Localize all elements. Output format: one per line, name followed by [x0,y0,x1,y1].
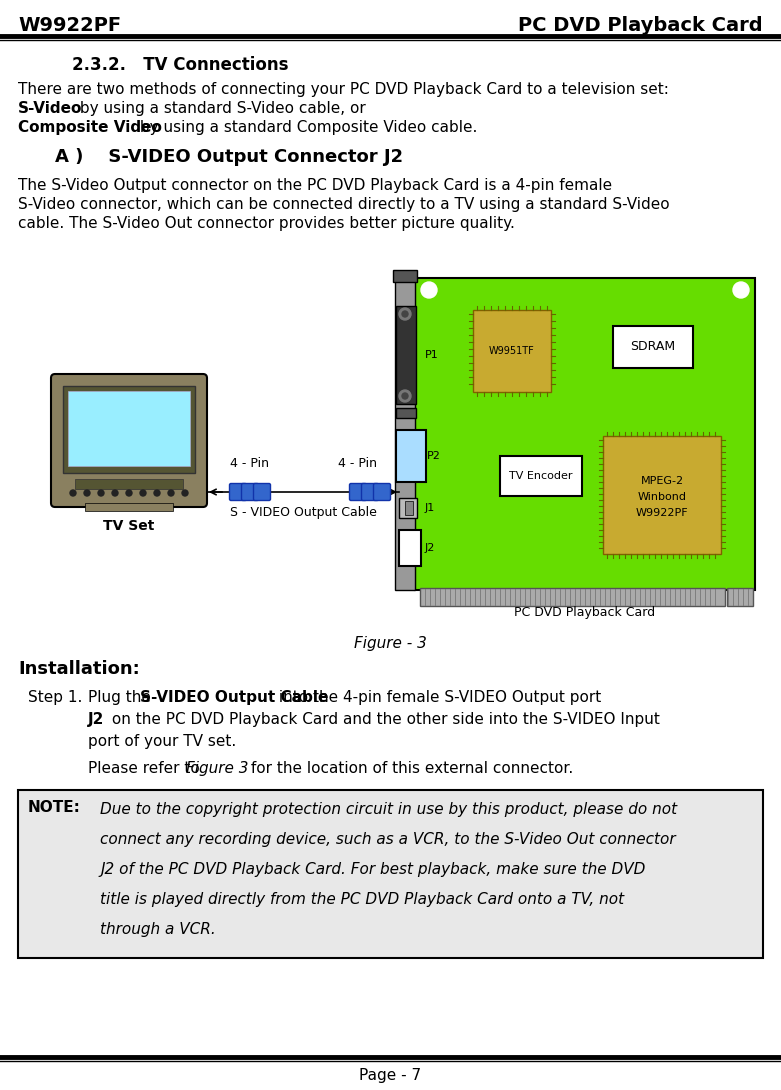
Circle shape [402,311,408,317]
Text: J2: J2 [425,543,435,553]
Circle shape [182,490,188,496]
Text: S-Video connector, which can be connected directly to a TV using a standard S-Vi: S-Video connector, which can be connecte… [18,197,669,211]
Circle shape [733,282,749,298]
Bar [85,502,173,511]
Bar [393,270,417,282]
Bar [396,408,416,417]
Bar [395,278,415,590]
Text: The S-Video Output connector on the PC DVD Playback Card is a 4-pin female: The S-Video Output connector on the PC D… [18,178,612,193]
Text: PC DVD Playback Card: PC DVD Playback Card [519,16,763,35]
Text: 2.3.2.   TV Connections: 2.3.2. TV Connections [72,56,288,74]
FancyBboxPatch shape [362,484,379,500]
Circle shape [70,490,76,496]
Text: W9922PF: W9922PF [18,16,121,35]
Text: cable. The S-Video Out connector provides better picture quality.: cable. The S-Video Out connector provide… [18,216,515,231]
Bar [63,386,195,473]
Text: title is played directly from the PC DVD Playback Card onto a TV, not: title is played directly from the PC DVD… [100,892,624,907]
Circle shape [168,490,174,496]
Text: There are two methods of connecting your PC DVD Playback Card to a television se: There are two methods of connecting your… [18,82,669,97]
Text: A )    S-VIDEO Output Connector J2: A ) S-VIDEO Output Connector J2 [55,148,403,166]
Circle shape [84,490,90,496]
Text: W9922PF: W9922PF [636,508,688,518]
Circle shape [154,490,160,496]
Text: port of your TV set.: port of your TV set. [88,734,236,749]
FancyBboxPatch shape [51,374,207,507]
Text: Due to the copyright protection circuit in use by this product, please do not: Due to the copyright protection circuit … [100,802,677,818]
Text: S-VIDEO Output Cable: S-VIDEO Output Cable [140,690,328,705]
Bar [727,588,753,606]
Text: J1: J1 [425,502,435,513]
Text: on the PC DVD Playback Card and the other side into the S-VIDEO Input: on the PC DVD Playback Card and the othe… [107,712,660,727]
Bar [75,479,183,489]
Bar [405,501,413,514]
Text: TV Set: TV Set [103,519,155,533]
Text: Please refer to: Please refer to [88,761,205,776]
Bar [18,790,763,958]
Circle shape [421,282,437,298]
Text: by using a standard S-Video cable, or: by using a standard S-Video cable, or [75,101,366,116]
Circle shape [98,490,104,496]
Text: for the location of this external connector.: for the location of this external connec… [246,761,573,776]
Bar [396,429,426,482]
Bar [415,278,755,590]
Circle shape [402,393,408,399]
Bar [399,498,417,518]
Text: MPEG-2: MPEG-2 [640,476,683,486]
Bar [603,436,721,554]
Bar [613,326,693,368]
Circle shape [112,490,118,496]
Text: connect any recording device, such as a VCR, to the S-Video Out connector: connect any recording device, such as a … [100,832,676,847]
Text: J2 of the PC DVD Playback Card. For best playback, make sure the DVD: J2 of the PC DVD Playback Card. For best… [100,862,645,877]
Text: NOTE:: NOTE: [28,800,81,815]
Text: Winbond: Winbond [637,492,686,502]
Bar [396,306,416,404]
FancyBboxPatch shape [373,484,390,500]
FancyBboxPatch shape [241,484,259,500]
Text: 4 - Pin: 4 - Pin [337,457,376,470]
Text: S - VIDEO Output Cable: S - VIDEO Output Cable [230,506,376,519]
Text: Page - 7: Page - 7 [359,1068,421,1083]
Text: into the 4-pin female S-VIDEO Output port: into the 4-pin female S-VIDEO Output por… [274,690,601,705]
Bar [473,310,551,392]
Text: P1: P1 [425,350,439,360]
Bar [399,530,421,566]
Circle shape [140,490,146,496]
Text: Composite Video: Composite Video [18,120,162,135]
Text: Step 1.: Step 1. [28,690,82,705]
Text: through a VCR.: through a VCR. [100,922,216,937]
Bar [420,588,725,606]
FancyBboxPatch shape [350,484,366,500]
Circle shape [399,308,411,320]
Text: Plug the: Plug the [88,690,155,705]
Text: Installation:: Installation: [18,661,140,678]
Text: Figure 3: Figure 3 [186,761,248,776]
Text: SDRAM: SDRAM [630,340,676,353]
Text: 4 - Pin: 4 - Pin [230,457,269,470]
Text: S-Video: S-Video [18,101,82,116]
Text: PC DVD Playback Card: PC DVD Playback Card [515,606,655,619]
FancyBboxPatch shape [254,484,270,500]
Bar [500,456,582,496]
Text: by using a standard Composite Video cable.: by using a standard Composite Video cabl… [135,120,477,135]
Circle shape [126,490,132,496]
Text: Figure - 3: Figure - 3 [354,635,426,651]
Text: W9951TF: W9951TF [489,346,535,356]
Text: TV Encoder: TV Encoder [509,471,572,481]
Text: J2: J2 [88,712,105,727]
FancyBboxPatch shape [230,484,247,500]
Bar [68,391,190,467]
Circle shape [399,390,411,402]
Text: P2: P2 [427,451,441,461]
